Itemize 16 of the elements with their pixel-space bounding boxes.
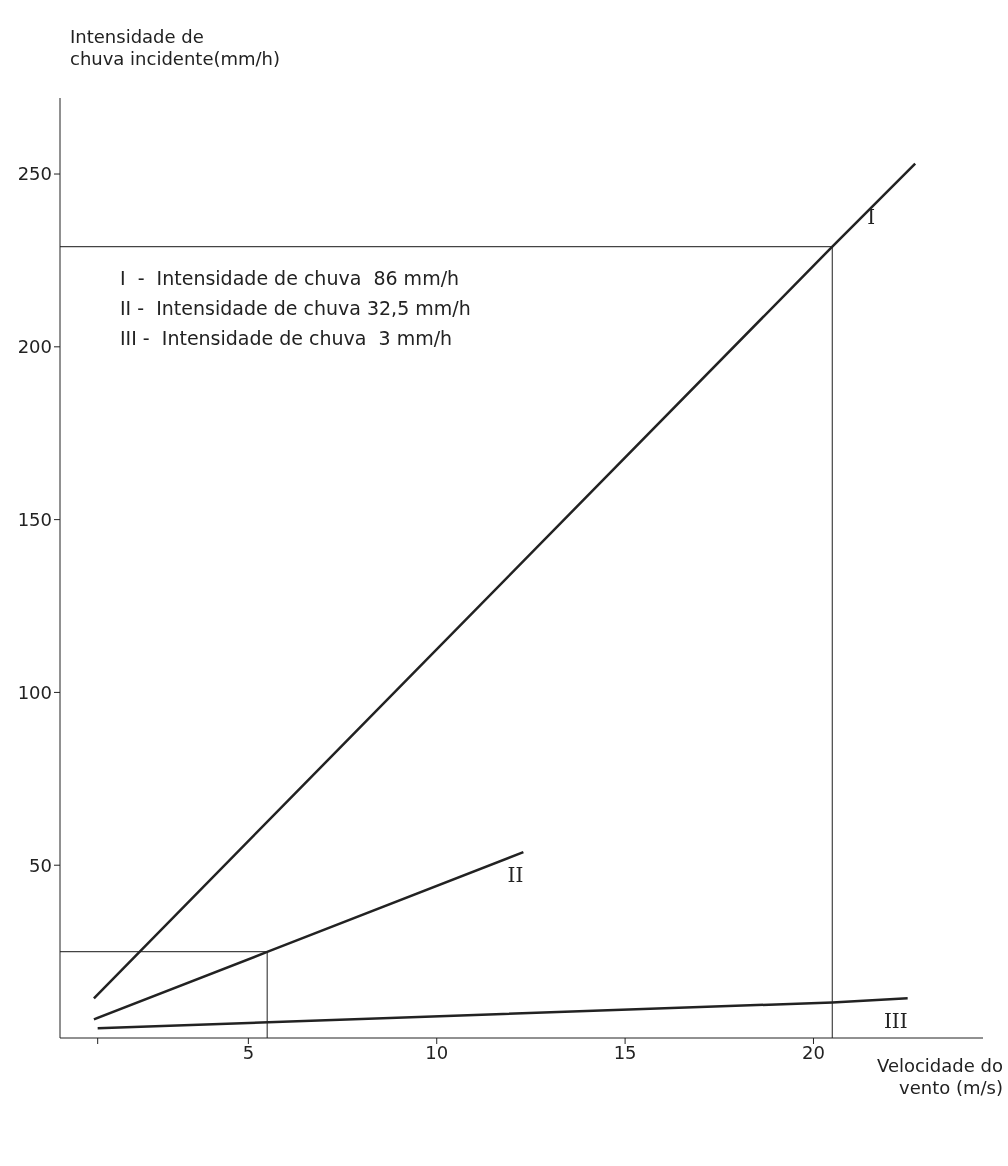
- x-axis-title: Velocidade do vento (m/s): [876, 1055, 1003, 1098]
- y-tick-label: 250: [17, 163, 52, 185]
- y-tick-label: 150: [17, 509, 52, 531]
- series-label: III: [883, 1009, 908, 1034]
- x-tick-label: 10: [425, 1041, 449, 1063]
- y-tick-label: 100: [17, 681, 52, 703]
- annotation: I - Intensidade de chuva 86 mm/h: [120, 266, 461, 291]
- x-tick-label: 5: [242, 1041, 255, 1063]
- x-tick-label: 20: [802, 1041, 825, 1063]
- y-axis-title: Intensidade de chuva incidente(mm/h): [70, 26, 281, 69]
- y-tick-label: 50: [29, 854, 52, 876]
- annotation: III - Intensidade de chuva 3 mm/h: [120, 326, 454, 351]
- series-label: II: [507, 863, 524, 888]
- annotation: II - Intensidade de chuva 32,5 mm/h: [120, 296, 471, 321]
- y-tick-label: 200: [17, 336, 52, 358]
- x-tick-label: 15: [613, 1041, 637, 1063]
